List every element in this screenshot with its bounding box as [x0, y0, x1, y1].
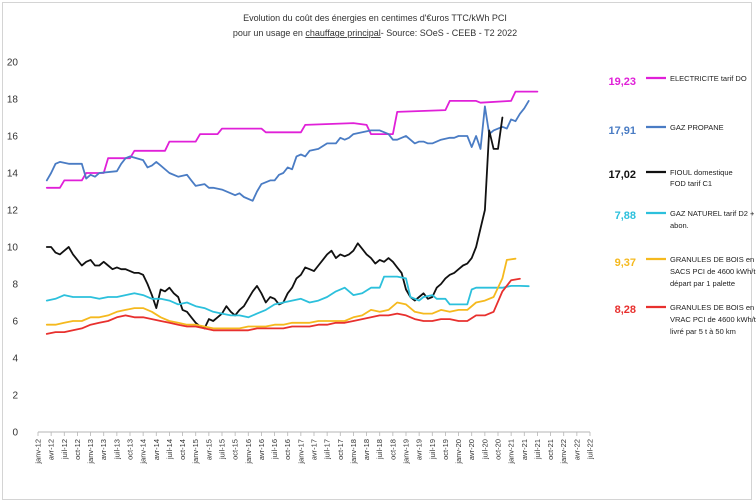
- y-tick-label: 20: [7, 58, 19, 69]
- legend-series-name: GAZ PROPANE: [670, 123, 724, 132]
- x-tick-label: janv-13: [86, 439, 95, 465]
- chart-title-source: - Source: SOeS - CEEB - T2 2022: [381, 28, 517, 38]
- x-tick-label: janv-17: [296, 439, 305, 465]
- x-tick-label: juil-14: [165, 439, 174, 460]
- legend-series-name: GAZ NATUREL tarif D2 +: [670, 209, 755, 218]
- x-tick-label: janv-12: [34, 439, 43, 465]
- legend-series-name: départ par 1 palette: [670, 279, 735, 288]
- legend-series-name: GRANULES DE BOIS en: [670, 255, 754, 264]
- legend-series-name: SACS PCI de 4600 kWh/t: [670, 267, 756, 276]
- x-tick-label: oct-16: [283, 439, 292, 460]
- y-tick-label: 2: [12, 391, 18, 402]
- series-line-1: [45, 90, 539, 189]
- y-tick-label: 4: [12, 354, 18, 365]
- x-tick-label: juil-21: [533, 439, 542, 460]
- legend-item-1: 19,23 ELECTRICITE tarif DO: [608, 74, 746, 88]
- legend-series-name: FIOUL domestique: [670, 168, 733, 177]
- legend-item-4: 7,88 GAZ NATUREL tarif D2 + abon.: [615, 209, 755, 230]
- x-tick-label: avr-13: [99, 439, 108, 460]
- x-tick-label: oct-19: [441, 439, 450, 460]
- series-line-2: [45, 100, 530, 202]
- y-tick-label: 8: [12, 280, 18, 291]
- x-tick-label: janv-19: [402, 439, 411, 465]
- y-tick-label: 16: [7, 132, 19, 143]
- x-tick-label: avr-14: [152, 439, 161, 460]
- chart-axes: 0 2 4 6 8 10 12 14 16 18 20 janv-12 avr-12 juil-12 oct…: [7, 58, 595, 465]
- legend-series-name: VRAC PCI de 4600 kWh/t: [670, 315, 756, 324]
- x-tick-label: janv-14: [139, 439, 148, 465]
- x-tick-label: avr-21: [520, 439, 529, 460]
- x-tick-label: avr-15: [204, 439, 213, 460]
- legend-final-value: 17,91: [608, 125, 636, 137]
- chart-title-line-1: Evolution du coût des énergies en centim…: [243, 13, 507, 23]
- legend-series-name: livré par 5 t à 50 km: [670, 327, 736, 336]
- legend-final-value: 7,88: [615, 210, 636, 222]
- x-tick-label: juil-13: [112, 439, 121, 460]
- y-tick-label: 18: [7, 95, 19, 106]
- legend-item-6: 8,28 GRANULES DE BOIS en VRAC PCI de 4600 …: [615, 303, 756, 336]
- x-tick-label: janv-15: [191, 439, 200, 465]
- chart-title-prefix: pour un usage en: [233, 28, 306, 38]
- series-line-5: [45, 257, 517, 330]
- x-tick-label: avr-12: [47, 439, 56, 460]
- chart-legend: 19,23 ELECTRICITE tarif DO 17,91 GAZ PROPAN…: [608, 74, 756, 336]
- y-tick-label: 0: [12, 428, 18, 439]
- legend-series-name: ELECTRICITE tarif DO: [670, 74, 747, 83]
- y-tick-label: 14: [7, 169, 19, 180]
- legend-series-name: FOD tarif C1: [670, 179, 712, 188]
- legend-final-value: 19,23: [608, 76, 636, 88]
- y-tick-label: 10: [7, 243, 19, 254]
- legend-series-name: abon.: [670, 221, 689, 230]
- x-tick-label: avr-19: [415, 439, 424, 460]
- x-tick-label: juil-20: [480, 439, 489, 460]
- legend-item-2: 17,91 GAZ PROPANE: [608, 123, 723, 137]
- chart-title-line-2: pour un usage en chauffage principal- So…: [233, 28, 517, 38]
- x-tick-label: janv-16: [244, 439, 253, 465]
- legend-item-3: 17,02 FIOUL domestique FOD tarif C1: [608, 168, 732, 188]
- x-tick-label: juil-17: [323, 439, 332, 460]
- x-tick-label: juil-16: [270, 439, 279, 460]
- x-tick-label: avr-22: [572, 439, 581, 460]
- legend-series-name: GRANULES DE BOIS en: [670, 303, 754, 312]
- x-tick-label: oct-21: [546, 439, 555, 460]
- x-tick-label: avr-16: [257, 439, 266, 460]
- x-tick-label: oct-14: [178, 439, 187, 460]
- x-tick-label: janv-18: [349, 439, 358, 465]
- x-tick-label: juil-15: [218, 439, 227, 460]
- legend-final-value: 9,37: [615, 257, 636, 269]
- chart-title-emphasis: chauffage principal: [305, 28, 380, 38]
- x-tick-label: oct-18: [388, 439, 397, 460]
- x-tick-label: oct-17: [336, 439, 345, 460]
- x-tick-label: janv-21: [507, 439, 516, 465]
- x-tick-label: oct-20: [494, 439, 503, 460]
- legend-final-value: 8,28: [615, 304, 636, 316]
- series-line-4: [45, 275, 530, 319]
- x-tick-label: juil-18: [375, 439, 384, 460]
- series-line-6: [45, 277, 521, 335]
- x-tick-label: juil-22: [586, 439, 595, 460]
- y-tick-label: 6: [12, 317, 18, 328]
- chart-series-lines: [45, 90, 539, 335]
- x-tick-label: janv-22: [559, 439, 568, 465]
- x-tick-label: oct-15: [231, 439, 240, 460]
- x-tick-label: oct-12: [73, 439, 82, 460]
- y-tick-label: 12: [7, 206, 19, 217]
- legend-item-5: 9,37 GRANULES DE BOIS en SACS PCI de 4600 …: [615, 255, 756, 288]
- x-tick-label: juil-12: [60, 439, 69, 460]
- x-tick-label: avr-17: [310, 439, 319, 460]
- x-tick-label: juil-19: [428, 439, 437, 460]
- x-tick-label: avr-20: [467, 439, 476, 460]
- legend-final-value: 17,02: [608, 169, 636, 181]
- x-tick-label: avr-18: [362, 439, 371, 460]
- x-tick-label: janv-20: [454, 439, 463, 465]
- x-tick-label: oct-13: [126, 439, 135, 460]
